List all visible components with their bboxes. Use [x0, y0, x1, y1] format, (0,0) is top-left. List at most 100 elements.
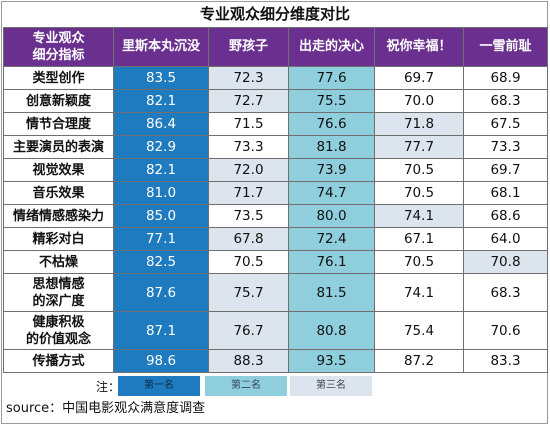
- score-cell: 67.1: [374, 227, 464, 251]
- row-label: 思想情感 的深广度: [3, 273, 114, 312]
- score-cell: 73.3: [463, 135, 548, 159]
- score-cell: 75.7: [208, 273, 289, 312]
- row-label: 音乐效果: [3, 181, 114, 205]
- score-cell: 85.0: [113, 204, 209, 228]
- score-cell: 70.8: [463, 250, 548, 274]
- score-cell: 68.3: [463, 273, 548, 312]
- table-row: 视觉效果 82.1 72.0 73.9 70.5 69.7: [3, 158, 548, 182]
- score-cell: 76.6: [288, 112, 375, 136]
- score-cell: 81.5: [288, 273, 375, 312]
- comparison-table: 专业观众 细分指标 里斯本丸沉没 野孩子 出走的决心 祝你幸福！ 一雪前耻 类型…: [3, 27, 548, 373]
- table-row: 情绪情感感染力 85.0 73.5 80.0 74.1 68.6: [3, 204, 548, 228]
- legend-third-place: 第三名: [290, 376, 372, 396]
- score-cell: 83.3: [463, 349, 548, 373]
- score-cell: 82.9: [113, 135, 209, 159]
- score-cell: 70.5: [374, 181, 464, 205]
- column-header-film-3: 出走的决心: [288, 27, 375, 67]
- table-row: 主要演员的表演 82.9 73.3 81.8 77.7 73.3: [3, 135, 548, 159]
- score-cell: 74.1: [374, 204, 464, 228]
- table-row: 创意新颖度 82.1 72.7 75.5 70.0 68.3: [3, 89, 548, 113]
- score-cell: 77.1: [113, 227, 209, 251]
- score-cell: 72.4: [288, 227, 375, 251]
- score-cell: 86.4: [113, 112, 209, 136]
- column-header-film-5: 一雪前耻: [463, 27, 548, 67]
- row-label-line2: 的价值观念: [25, 331, 91, 347]
- page-title: 专业观众细分维度对比: [199, 5, 350, 23]
- legend-first-place: 第一名: [118, 376, 200, 396]
- score-cell: 98.6: [113, 349, 209, 373]
- column-header-film-4: 祝你幸福！: [374, 27, 464, 67]
- row-label: 情节合理度: [3, 112, 114, 136]
- table-row: 类型创作 83.5 72.3 77.6 69.7 68.9: [3, 66, 548, 90]
- score-cell: 88.3: [208, 349, 289, 373]
- row-label: 情绪情感感染力: [3, 204, 114, 228]
- table-header-row: 专业观众 细分指标 里斯本丸沉没 野孩子 出走的决心 祝你幸福！ 一雪前耻: [3, 27, 548, 67]
- score-cell: 68.1: [463, 181, 548, 205]
- row-label: 创意新颖度: [3, 89, 114, 113]
- score-cell: 72.3: [208, 66, 289, 90]
- row-label: 主要演员的表演: [3, 135, 114, 159]
- row-label: 传播方式: [3, 349, 114, 373]
- score-cell: 83.5: [113, 66, 209, 90]
- row-label: 类型创作: [3, 66, 114, 90]
- score-cell: 71.8: [374, 112, 464, 136]
- score-cell: 68.6: [463, 204, 548, 228]
- table-row: 精彩对白 77.1 67.8 72.4 67.1 64.0: [3, 227, 548, 251]
- score-cell: 81.8: [288, 135, 375, 159]
- score-cell: 74.1: [374, 273, 464, 312]
- score-cell: 82.1: [113, 158, 209, 182]
- row-label: 视觉效果: [3, 158, 114, 182]
- score-cell: 80.8: [288, 311, 375, 350]
- score-cell: 73.9: [288, 158, 375, 182]
- score-cell: 64.0: [463, 227, 548, 251]
- table-row: 不枯燥 82.5 70.5 76.1 70.5 70.8: [3, 250, 548, 274]
- score-cell: 71.7: [208, 181, 289, 205]
- table-row: 情节合理度 86.4 71.5 76.6 71.8 67.5: [3, 112, 548, 136]
- score-cell: 93.5: [288, 349, 375, 373]
- score-cell: 73.5: [208, 204, 289, 228]
- source-note: source：中国电影观众满意度调查: [6, 401, 206, 416]
- score-cell: 68.3: [463, 89, 548, 113]
- score-cell: 70.0: [374, 89, 464, 113]
- row-label: 健康积极 的价值观念: [3, 311, 114, 350]
- score-cell: 69.7: [463, 158, 548, 182]
- score-cell: 68.9: [463, 66, 548, 90]
- score-cell: 67.5: [463, 112, 548, 136]
- score-cell: 76.7: [208, 311, 289, 350]
- table-row: 传播方式 98.6 88.3 93.5 87.2 83.3: [3, 349, 548, 373]
- score-cell: 75.5: [288, 89, 375, 113]
- score-cell: 70.5: [374, 158, 464, 182]
- score-cell: 74.7: [288, 181, 375, 205]
- score-cell: 76.1: [288, 250, 375, 274]
- score-cell: 69.7: [374, 66, 464, 90]
- header-label-line1: 专业观众: [32, 31, 85, 46]
- score-cell: 82.1: [113, 89, 209, 113]
- score-cell: 75.4: [374, 311, 464, 350]
- table-row: 思想情感 的深广度 87.6 75.7 81.5 74.1 68.3: [3, 273, 548, 312]
- rank-legend: 注： 第一名 第二名 第三名: [0, 376, 550, 398]
- column-header-film-1: 里斯本丸沉没: [113, 27, 209, 67]
- score-cell: 81.0: [113, 181, 209, 205]
- score-cell: 77.6: [288, 66, 375, 90]
- table-row: 健康积极 的价值观念 87.1 76.7 80.8 75.4 70.6: [3, 311, 548, 350]
- score-cell: 67.8: [208, 227, 289, 251]
- score-cell: 73.3: [208, 135, 289, 159]
- score-cell: 70.5: [374, 250, 464, 274]
- row-label: 不枯燥: [3, 250, 114, 274]
- score-cell: 70.5: [208, 250, 289, 274]
- score-cell: 71.5: [208, 112, 289, 136]
- header-metric-label: 专业观众 细分指标: [3, 27, 114, 67]
- score-cell: 87.2: [374, 349, 464, 373]
- legend-second-place: 第二名: [205, 376, 287, 396]
- row-label-line2: 的深广度: [32, 293, 85, 309]
- score-cell: 87.6: [113, 273, 209, 312]
- legend-label: 注：: [96, 380, 121, 394]
- score-cell: 70.6: [463, 311, 548, 350]
- row-label-line1: 健康积极: [32, 314, 85, 330]
- score-cell: 77.7: [374, 135, 464, 159]
- score-cell: 82.5: [113, 250, 209, 274]
- score-cell: 72.7: [208, 89, 289, 113]
- score-cell: 87.1: [113, 311, 209, 350]
- row-label: 精彩对白: [3, 227, 114, 251]
